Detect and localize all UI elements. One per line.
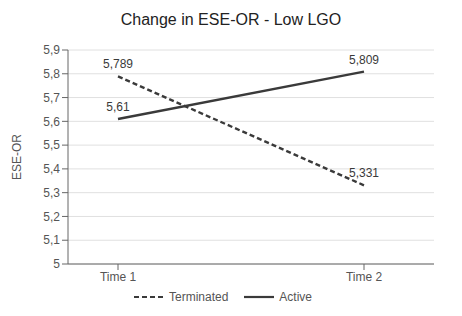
svg-text:ESE-OR: ESE-OR [10, 134, 24, 180]
svg-text:5,789: 5,789 [103, 57, 133, 71]
html-text:Terminated: Terminated [169, 290, 229, 304]
svg-text:5,6: 5,6 [43, 115, 60, 129]
html-text:Change in ESE-OR - Low LGO: Change in ESE-OR - Low LGO [120, 11, 342, 28]
html-text:Active: Active [279, 290, 312, 304]
svg-text:5,3: 5,3 [43, 186, 60, 200]
svg-text:5,61: 5,61 [106, 100, 130, 114]
svg-text:Time 1: Time 1 [100, 270, 137, 284]
svg-text:5,4: 5,4 [43, 162, 60, 176]
svg-text:5,8: 5,8 [43, 67, 60, 81]
svg-text:5,7: 5,7 [43, 91, 60, 105]
svg-text:5,9: 5,9 [43, 43, 60, 57]
svg-text:5,1: 5,1 [43, 233, 60, 247]
svg-text:5,809: 5,809 [349, 53, 379, 67]
svg-text:5,331: 5,331 [349, 166, 379, 180]
svg-text:5,2: 5,2 [43, 210, 60, 224]
svg-text:Time 2: Time 2 [346, 270, 383, 284]
svg-text:5: 5 [53, 257, 60, 271]
svg-text:5,5: 5,5 [43, 138, 60, 152]
